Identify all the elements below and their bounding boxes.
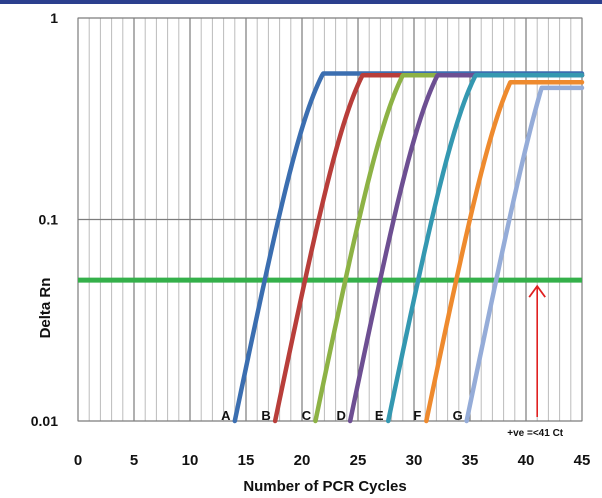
x-tick-label: 30 bbox=[406, 452, 423, 469]
x-tick-label: 20 bbox=[294, 452, 311, 469]
annotation-text: +ve =<41 Ct bbox=[507, 428, 564, 439]
x-tick-label: 40 bbox=[518, 452, 535, 469]
curve-label-d: D bbox=[336, 408, 345, 423]
x-tick-label: 25 bbox=[350, 452, 367, 469]
top-border-bar bbox=[0, 0, 602, 4]
amplification-curve-e bbox=[385, 72, 585, 424]
x-tick-label: 35 bbox=[462, 452, 479, 469]
x-tick-label: 15 bbox=[238, 452, 255, 469]
y-axis-label: Delta Rn bbox=[37, 278, 54, 339]
x-tick-label: 0 bbox=[74, 452, 82, 469]
curves: A B C D E F G bbox=[221, 71, 585, 424]
curve-label-e: E bbox=[375, 408, 384, 423]
amplification-curve-g bbox=[464, 85, 585, 424]
amplification-curve-f bbox=[424, 79, 585, 424]
curve-label-a: A bbox=[221, 408, 231, 423]
annotation-layer: +ve =<41 Ct bbox=[507, 284, 564, 439]
y-tick-label: 0.01 bbox=[31, 413, 58, 429]
ticks: 0 5 10 15 20 25 30 35 40 45 1 0.1 0.01 bbox=[31, 10, 591, 469]
curve-label-c: C bbox=[302, 408, 312, 423]
x-tick-label: 45 bbox=[574, 452, 591, 469]
annotation-arrow-head bbox=[528, 284, 546, 298]
x-tick-label: 5 bbox=[130, 452, 138, 469]
y-tick-label: 0.1 bbox=[39, 212, 59, 228]
y-tick-label: 1 bbox=[50, 10, 58, 26]
x-axis-label: Number of PCR Cycles bbox=[243, 478, 406, 495]
x-tick-label: 10 bbox=[182, 452, 199, 469]
curve-label-b: B bbox=[261, 408, 270, 423]
curve-label-f: F bbox=[413, 408, 421, 423]
curve-label-g: G bbox=[453, 408, 463, 423]
